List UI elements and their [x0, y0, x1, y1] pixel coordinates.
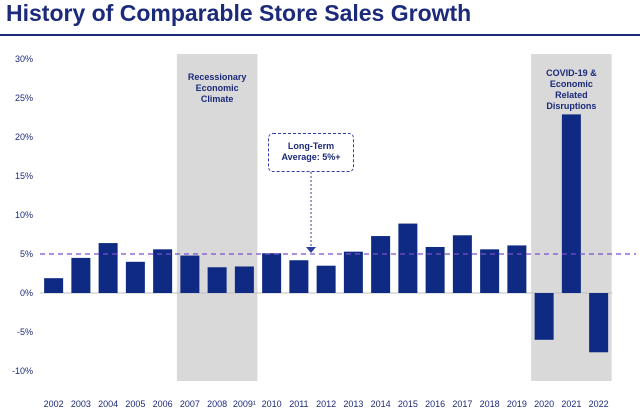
x-tick-label: 2002 [44, 399, 64, 409]
recession-period-label: Recessionary Economic Climate [187, 72, 247, 104]
x-tick-label: 2012 [316, 399, 336, 409]
bar-2015 [398, 223, 418, 293]
y-tick-label: 5% [20, 249, 33, 259]
x-tick-label: 2020 [534, 399, 554, 409]
x-tick-label: 2016 [425, 399, 445, 409]
x-tick-label: 2022 [589, 399, 609, 409]
x-tick-label: 2021 [561, 399, 581, 409]
y-tick-label: 0% [20, 288, 33, 298]
bar-2006 [153, 249, 173, 293]
bar-2005 [125, 261, 145, 293]
bar-2013 [343, 251, 363, 293]
x-tick-label: 2011 [289, 399, 308, 409]
bar-2016 [425, 246, 445, 293]
bar-2022 [589, 293, 609, 353]
bar-2012 [316, 265, 336, 293]
x-tick-label: 2007 [180, 399, 200, 409]
bar-2019 [507, 245, 527, 293]
x-tick-label: 2009¹ [233, 399, 256, 409]
y-tick-label: 20% [15, 132, 33, 142]
y-tick-label: 15% [15, 171, 33, 181]
bar-2007 [180, 255, 200, 293]
long-term-average-callout: Long-Term Average: 5%+ [268, 133, 354, 172]
bar-2002 [44, 278, 64, 293]
bar-2021 [561, 114, 581, 293]
callout-arrowhead [306, 247, 316, 253]
y-tick-label: 10% [15, 210, 33, 220]
title-underline [0, 34, 640, 36]
bar-2018 [480, 249, 500, 293]
covid-period-label: COVID-19 & Economic Related Disruptions [546, 68, 597, 111]
x-tick-label: 2015 [398, 399, 418, 409]
shaded-period-0 [176, 54, 258, 381]
x-tick-label: 2019 [507, 399, 527, 409]
x-tick-label: 2010 [262, 399, 282, 409]
chart-title: History of Comparable Store Sales Growth [6, 0, 472, 26]
x-tick-label: 2013 [343, 399, 363, 409]
x-tick-label: 2003 [71, 399, 91, 409]
bar-2009 [234, 266, 254, 293]
x-tick-label: 2008 [207, 399, 227, 409]
x-tick-label: 2014 [371, 399, 391, 409]
bar-2003 [71, 257, 91, 293]
bar-2004 [98, 243, 118, 293]
bar-2011 [289, 260, 309, 293]
bar-2008 [207, 267, 227, 293]
x-tick-label: 2018 [480, 399, 500, 409]
bar-2010 [262, 253, 282, 293]
bar-2017 [452, 235, 472, 293]
x-tick-label: 2006 [153, 399, 173, 409]
x-tick-label: 2017 [452, 399, 472, 409]
x-tick-label: 2004 [98, 399, 118, 409]
x-tick-label: 2005 [125, 399, 145, 409]
bar-2014 [371, 236, 391, 293]
y-tick-label: 25% [15, 93, 33, 103]
y-tick-label: -10% [12, 366, 33, 376]
bar-2020 [534, 293, 554, 340]
y-tick-label: -5% [17, 327, 33, 337]
y-tick-label: 30% [15, 54, 33, 64]
